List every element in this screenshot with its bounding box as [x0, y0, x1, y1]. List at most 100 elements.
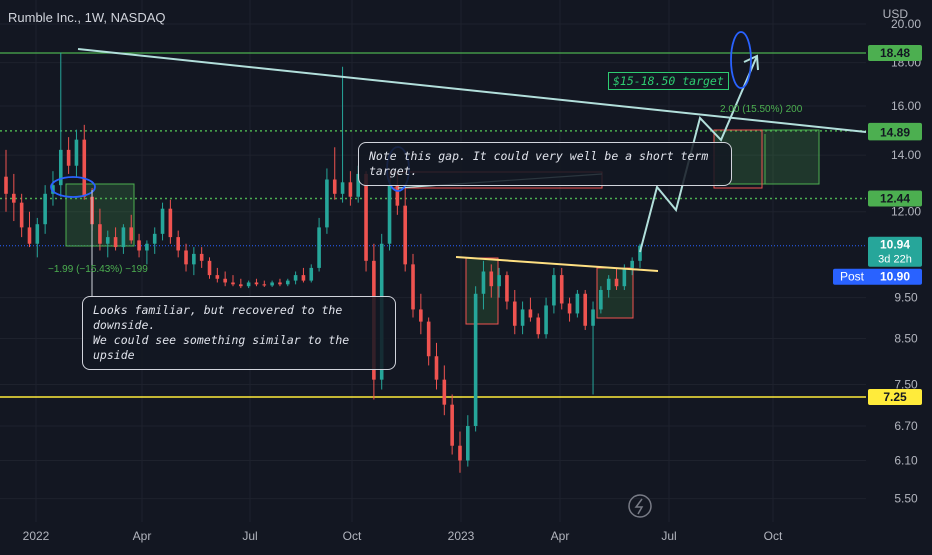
time-tick: 2022 — [23, 529, 50, 543]
candle-body — [426, 321, 431, 357]
candle-body — [536, 317, 541, 335]
candle-body — [293, 275, 298, 281]
candle-body — [145, 243, 149, 251]
trend-line-resistance — [77, 48, 867, 133]
projection-arrowhead — [743, 54, 759, 71]
candle-body — [520, 309, 525, 326]
candle-body — [591, 309, 595, 326]
candle-body — [19, 202, 24, 228]
candle-body — [105, 237, 110, 244]
currency-label: USD — [882, 7, 908, 21]
candle-body — [614, 278, 619, 287]
price-label-14-89-bg — [868, 124, 922, 141]
candle-body — [192, 253, 196, 265]
grid — [0, 0, 866, 522]
candle-body — [231, 282, 235, 285]
time-tick: 2023 — [448, 529, 475, 543]
last-price-label: 10.94 — [880, 238, 910, 252]
candle-body — [215, 275, 220, 279]
candle-body — [98, 224, 102, 244]
candle-body — [262, 284, 267, 286]
price-label-18-48-bg — [868, 45, 922, 61]
candle-body — [129, 227, 134, 241]
target-label[interactable]: $15-18.50 target — [608, 72, 729, 90]
candle-body — [121, 227, 126, 248]
price-tick: 14.00 — [891, 148, 921, 162]
candle-body — [528, 309, 533, 318]
time-tick: Jul — [661, 529, 676, 543]
price-tick: 20.00 — [891, 17, 921, 31]
time-tick: Apr — [551, 529, 570, 543]
overlay-drawings: −1.99 (−15.43%) −199 2.00 (15.50%) 200 — [48, 31, 867, 518]
price-label-7-25: 7.25 — [883, 390, 907, 404]
candle-body — [340, 182, 345, 194]
post-price-bg — [833, 268, 922, 285]
candle-body — [559, 275, 564, 304]
candle-body — [176, 237, 180, 251]
candle-body — [332, 179, 337, 194]
candle-body — [239, 284, 243, 287]
post-label: Post — [840, 270, 865, 284]
candle-body — [12, 193, 16, 203]
candle-body — [575, 293, 580, 314]
target-highlight-ellipse — [730, 31, 752, 89]
price-tick: 7.50 — [894, 378, 918, 392]
candle-body — [583, 293, 588, 326]
candles — [4, 52, 642, 473]
candle-body — [622, 267, 627, 287]
candle-body — [74, 139, 79, 166]
candle-body — [160, 208, 165, 234]
candle-body — [113, 237, 118, 248]
candle-body — [285, 280, 290, 285]
candle-body — [466, 426, 470, 461]
candle-body — [66, 149, 71, 166]
price-label-18-48: 18.48 — [880, 46, 910, 60]
price-axis: 20.0018.0016.0014.0012.009.508.507.506.7… — [833, 17, 922, 506]
candle-body — [317, 227, 321, 268]
candle-body — [27, 227, 32, 244]
measure-label-right: 2.00 (15.50%) 200 — [720, 104, 803, 115]
candle-body — [223, 278, 227, 283]
candle-body — [356, 173, 361, 197]
price-tick: 12.00 — [891, 205, 921, 219]
candle-body — [458, 445, 462, 461]
candle-body — [395, 185, 400, 206]
candle-body — [387, 185, 392, 244]
candle-body — [270, 282, 274, 286]
countdown-label: 3d 22h — [878, 254, 912, 266]
candle-body — [4, 176, 8, 194]
time-tick: Oct — [764, 529, 783, 543]
price-label-7-25-bg — [868, 389, 922, 405]
candle-body — [638, 245, 642, 261]
candle-body — [497, 275, 501, 287]
measure-label-left: −1.99 (−15.43%) −199 — [48, 264, 148, 275]
familiar-note-line-2: We could see something similar to the up… — [93, 333, 350, 362]
last-price-bg — [868, 236, 922, 267]
time-axis: 2022 Apr Jul Oct 2023 Apr Jul Oct — [23, 529, 783, 543]
gap-note[interactable]: Note this gap. It could very well be a s… — [358, 142, 732, 186]
candle-body — [301, 275, 306, 281]
price-tick: 16.00 — [891, 99, 921, 113]
candle-body — [254, 282, 259, 285]
candle-body — [51, 185, 55, 194]
highlight-ellipse — [50, 176, 96, 198]
price-tick: 9.50 — [894, 291, 918, 305]
candle-body — [325, 179, 329, 228]
pattern-box-right — [596, 267, 634, 319]
price-tick: 5.50 — [894, 492, 918, 506]
lightning-icon-bolt — [634, 498, 644, 515]
candle-body — [43, 193, 47, 225]
candle-body — [82, 139, 87, 197]
candle-body — [246, 282, 251, 287]
candle-body — [152, 233, 157, 244]
candle-body — [442, 379, 447, 405]
familiar-note[interactable]: Looks familiar, but recovered to the dow… — [82, 296, 396, 370]
candle-body — [599, 289, 603, 310]
time-tick: Jul — [242, 529, 257, 543]
price-tick: 6.10 — [894, 453, 918, 467]
candle-body — [403, 205, 407, 265]
candle-body — [278, 282, 282, 285]
chart-title: Rumble Inc., 1W, NASDAQ — [8, 10, 166, 25]
